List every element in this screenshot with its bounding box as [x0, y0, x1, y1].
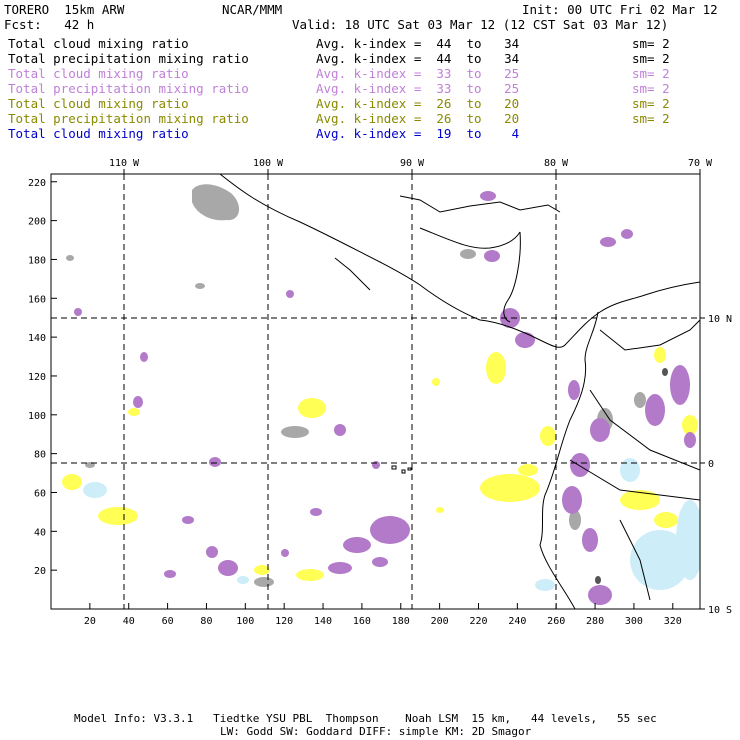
legend-smoothing: sm= 2	[632, 111, 670, 126]
legend-field: Total cloud mixing ratio	[8, 36, 189, 51]
coastlines	[219, 174, 700, 609]
valid-time: Valid: 18 UTC Sat 03 Mar 12 (12 CST Sat …	[292, 17, 669, 32]
lightblue-clouds	[83, 458, 700, 591]
y-tick-label: 120	[28, 372, 46, 383]
gray-clouds	[66, 184, 646, 587]
longitude-labels: 110 W 100 W 90 W 80 W 70 W	[109, 158, 713, 174]
y-tick-label: 60	[34, 488, 46, 499]
latitude-labels: 10 N 0 10 S	[700, 314, 732, 616]
x-tick-label: 20	[84, 616, 96, 627]
legend-smoothing: sm= 2	[632, 51, 670, 66]
purple-clouds	[74, 191, 696, 605]
dark-clouds	[595, 368, 668, 584]
model-title: TORERO 15km ARW	[4, 2, 125, 17]
longitude-label: 80 W	[544, 158, 569, 169]
y-tick-label: 20	[34, 566, 46, 577]
y-tick-label: 80	[34, 450, 46, 461]
x-tick-label: 320	[664, 616, 682, 627]
x-tick-label: 240	[508, 616, 526, 627]
legend-smoothing: sm= 2	[632, 66, 670, 81]
longitude-label: 110 W	[109, 158, 140, 169]
x-tick-label: 300	[625, 616, 643, 627]
x-tick-label: 220	[469, 616, 487, 627]
y-tick-label: 200	[28, 217, 46, 228]
center-label: NCAR/MMM	[222, 2, 283, 17]
init-time: Init: 00 UTC Fri 02 Mar 12	[522, 2, 718, 17]
longitude-label: 100 W	[253, 158, 284, 169]
legend-smoothing: sm= 2	[632, 36, 670, 51]
latitude-label: 0	[708, 459, 714, 470]
legend-smoothing: sm= 2	[632, 81, 670, 96]
x-tick-label: 60	[162, 616, 174, 627]
legend-range: Avg. k-index = 44 to 34	[316, 36, 520, 51]
x-tick-label: 80	[200, 616, 212, 627]
x-tick-label: 180	[392, 616, 410, 627]
y-tick-label: 100	[28, 411, 46, 422]
legend-range: Avg. k-index = 26 to 20	[316, 96, 520, 111]
x-tick-label: 280	[586, 616, 604, 627]
latitude-label: 10 S	[708, 605, 732, 616]
legend-range: Avg. k-index = 33 to 25	[316, 81, 520, 96]
legend-field: Total cloud mixing ratio	[8, 66, 189, 81]
x-tick-label: 200	[431, 616, 449, 627]
legend-field: Total precipitation mixing ratio	[8, 81, 249, 96]
legend-field: Total precipitation mixing ratio	[8, 51, 249, 66]
x-tick-label: 40	[123, 616, 135, 627]
legend-range: Avg. k-index = 33 to 25	[316, 66, 520, 81]
legend-field: Total cloud mixing ratio	[8, 126, 189, 141]
longitude-label: 70 W	[688, 158, 713, 169]
model-physics: LW: Godd SW: Goddard DIFF: simple KM: 2D…	[220, 725, 532, 738]
y-tick-label: 180	[28, 255, 46, 266]
legend-smoothing: sm= 2	[632, 96, 670, 111]
plot-frame	[50, 173, 701, 610]
x-tick-label: 100	[236, 616, 254, 627]
x-axis: 20 40 60 80 100 120 140 160 180 200 220 240 260 280 30…	[84, 603, 682, 627]
forecast-hour: Fcst: 42 h	[4, 17, 95, 32]
model-info: Model Info: V3.3.1 Tiedtke YSU PBL Thomp…	[74, 712, 657, 725]
legend-field: Total cloud mixing ratio	[8, 96, 189, 111]
y-tick-label: 40	[34, 527, 46, 538]
legend-range: Avg. k-index = 26 to 20	[316, 111, 520, 126]
x-tick-label: 160	[353, 616, 371, 627]
legend-range: Avg. k-index = 44 to 34	[316, 51, 520, 66]
y-tick-label: 160	[28, 294, 46, 305]
legend-range: Avg. k-index = 19 to 4	[316, 126, 520, 141]
x-tick-label: 120	[275, 616, 293, 627]
x-tick-label: 140	[314, 616, 332, 627]
y-tick-label: 140	[28, 333, 46, 344]
y-axis: 220 200 180 160 140 120 100 80 60 40 20	[28, 178, 57, 577]
yellow-clouds	[62, 347, 698, 581]
y-tick-label: 220	[28, 178, 46, 189]
longitude-label: 90 W	[400, 158, 425, 169]
x-tick-label: 260	[547, 616, 565, 627]
graticule	[51, 174, 700, 609]
latitude-label: 10 N	[708, 314, 732, 325]
cloud-field	[62, 184, 700, 605]
legend-field: Total precipitation mixing ratio	[8, 111, 249, 126]
